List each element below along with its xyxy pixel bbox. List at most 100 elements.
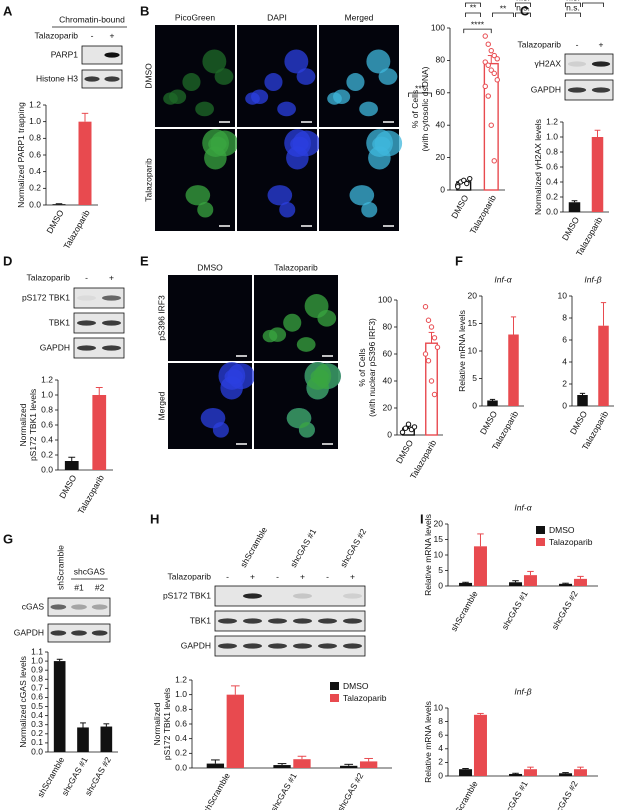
bar (459, 769, 473, 776)
blot-row-label: pS172 TBK1 (163, 590, 211, 600)
error-bar (512, 580, 519, 583)
y-tick-label: 0 (440, 184, 445, 194)
x-tick-label: shcGAS #1 (500, 779, 530, 810)
blot-band (318, 618, 337, 624)
significance-bracket (463, 28, 492, 34)
bar (473, 714, 487, 776)
y-axis-label: pS172 TBK1 levels (28, 389, 38, 461)
panel-label: D (3, 253, 12, 268)
significance-bracket (565, 12, 581, 17)
data-point (488, 122, 494, 128)
legend-label: DMSO (549, 525, 575, 535)
y-tick-label: 5 (472, 373, 477, 383)
lane-label: + (110, 30, 115, 40)
error-bar (510, 316, 517, 335)
y-tick-label: 0.1 (31, 737, 43, 747)
significance-label: ** (500, 3, 507, 13)
blot-band (293, 618, 312, 624)
cell (277, 101, 296, 117)
legend-label: DMSO (343, 681, 369, 691)
error-bar (462, 768, 469, 770)
significance-bracket (492, 12, 514, 17)
bar (509, 773, 523, 776)
error-bar (277, 763, 287, 766)
panel-label: F (455, 253, 463, 268)
bar (573, 769, 587, 776)
group-label: shcGAS (74, 566, 106, 576)
blot-band (77, 295, 96, 301)
error-bar (600, 302, 607, 326)
cell (304, 361, 332, 390)
legend-swatch (330, 682, 339, 690)
lane-label: - (276, 571, 279, 581)
blot-band (268, 618, 287, 624)
y-tick-label: 0 (438, 770, 443, 780)
y-tick-label: 0.6 (546, 161, 558, 171)
error-bar (81, 112, 89, 122)
error-bar (577, 766, 584, 770)
chart-title: Inf-α (514, 502, 532, 512)
y-tick-label: 1.2 (29, 99, 41, 109)
error-bar (80, 722, 86, 728)
blot-band (77, 345, 96, 351)
x-tick-label: DMSO (449, 193, 471, 220)
significance-bracket (515, 12, 531, 17)
y-tick-label: 20 (436, 152, 446, 162)
image-row-label: pS396 IRF3 (156, 295, 166, 341)
cell (346, 73, 365, 92)
y-tick-label: 0.6 (31, 692, 43, 702)
blot-band (102, 295, 121, 301)
data-point (425, 317, 432, 323)
error-bar (594, 129, 601, 137)
y-tick-label: 8 (562, 312, 567, 322)
significance-label: * (591, 0, 595, 3)
y-axis-label: % of Cells (357, 348, 367, 386)
bar (577, 395, 588, 406)
error-bar (56, 658, 63, 662)
y-tick-label: 1.0 (41, 389, 53, 399)
cell (195, 101, 214, 117)
y-tick-label: 1.0 (31, 655, 43, 665)
blot-band (218, 643, 237, 649)
data-point (425, 358, 432, 364)
bar (523, 769, 537, 776)
lane-label: - (85, 272, 88, 282)
blot-band (318, 643, 337, 649)
x-tick-label: Talazoparib (61, 208, 92, 251)
error-bar (462, 581, 469, 583)
significance-label: **** (466, 0, 480, 2)
significance-label: *** (415, 83, 426, 93)
image-column-label: Talazoparib (274, 262, 318, 272)
blot-band (50, 630, 67, 636)
significance-bracket (408, 92, 432, 97)
y-axis-label: (with nuclear pS396 IRF3) (367, 318, 377, 417)
y-tick-label: 0 (387, 429, 392, 439)
bar (509, 582, 523, 586)
y-tick-label: 0.0 (175, 762, 187, 772)
data-point (485, 62, 491, 68)
blot-strip (214, 610, 366, 632)
blot-band (293, 593, 312, 599)
cell (279, 202, 296, 218)
blot-row-label: TBK1 (49, 317, 71, 327)
data-point (422, 304, 429, 310)
y-tick-label: 10 (468, 345, 478, 355)
blot-band (591, 61, 611, 67)
error-bar (477, 712, 484, 715)
blot-band (343, 643, 362, 649)
y-tick-label: 0.0 (546, 206, 558, 216)
bar (568, 202, 581, 212)
bar (591, 137, 604, 212)
data-point (428, 378, 435, 384)
lane-label: - (576, 39, 579, 49)
image-row-label: Talazoparib (143, 158, 153, 202)
cell (245, 92, 260, 105)
bar (487, 400, 498, 406)
y-tick-label: 15 (434, 534, 444, 544)
cell (262, 329, 278, 343)
error-bar (577, 575, 584, 579)
x-tick-label: shcGAS #2 (550, 589, 580, 631)
data-point (464, 180, 470, 187)
y-tick-label: 0.6 (29, 149, 41, 159)
bar (92, 395, 107, 470)
